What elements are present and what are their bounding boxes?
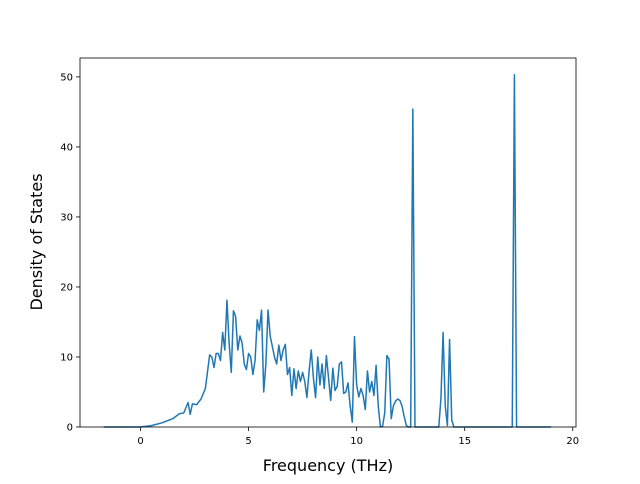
y-tick-label: 40 [60,142,73,153]
y-tick-label: 50 [60,72,73,83]
x-axis-label: Frequency (THz) [263,456,393,475]
y-tick-label: 10 [60,352,73,363]
plot-frame [79,57,577,428]
x-tick-label: 0 [137,436,143,447]
x-tick-label: 15 [458,436,471,447]
x-tick-label: 5 [245,436,251,447]
data-line [103,74,552,428]
y-axis-label: Density of States [27,173,46,310]
y-tick-label: 20 [60,282,73,293]
y-tick-label: 0 [67,423,73,434]
x-tick-label: 20 [566,436,579,447]
y-tick-label: 30 [60,212,73,223]
x-tick-label: 10 [350,436,363,447]
